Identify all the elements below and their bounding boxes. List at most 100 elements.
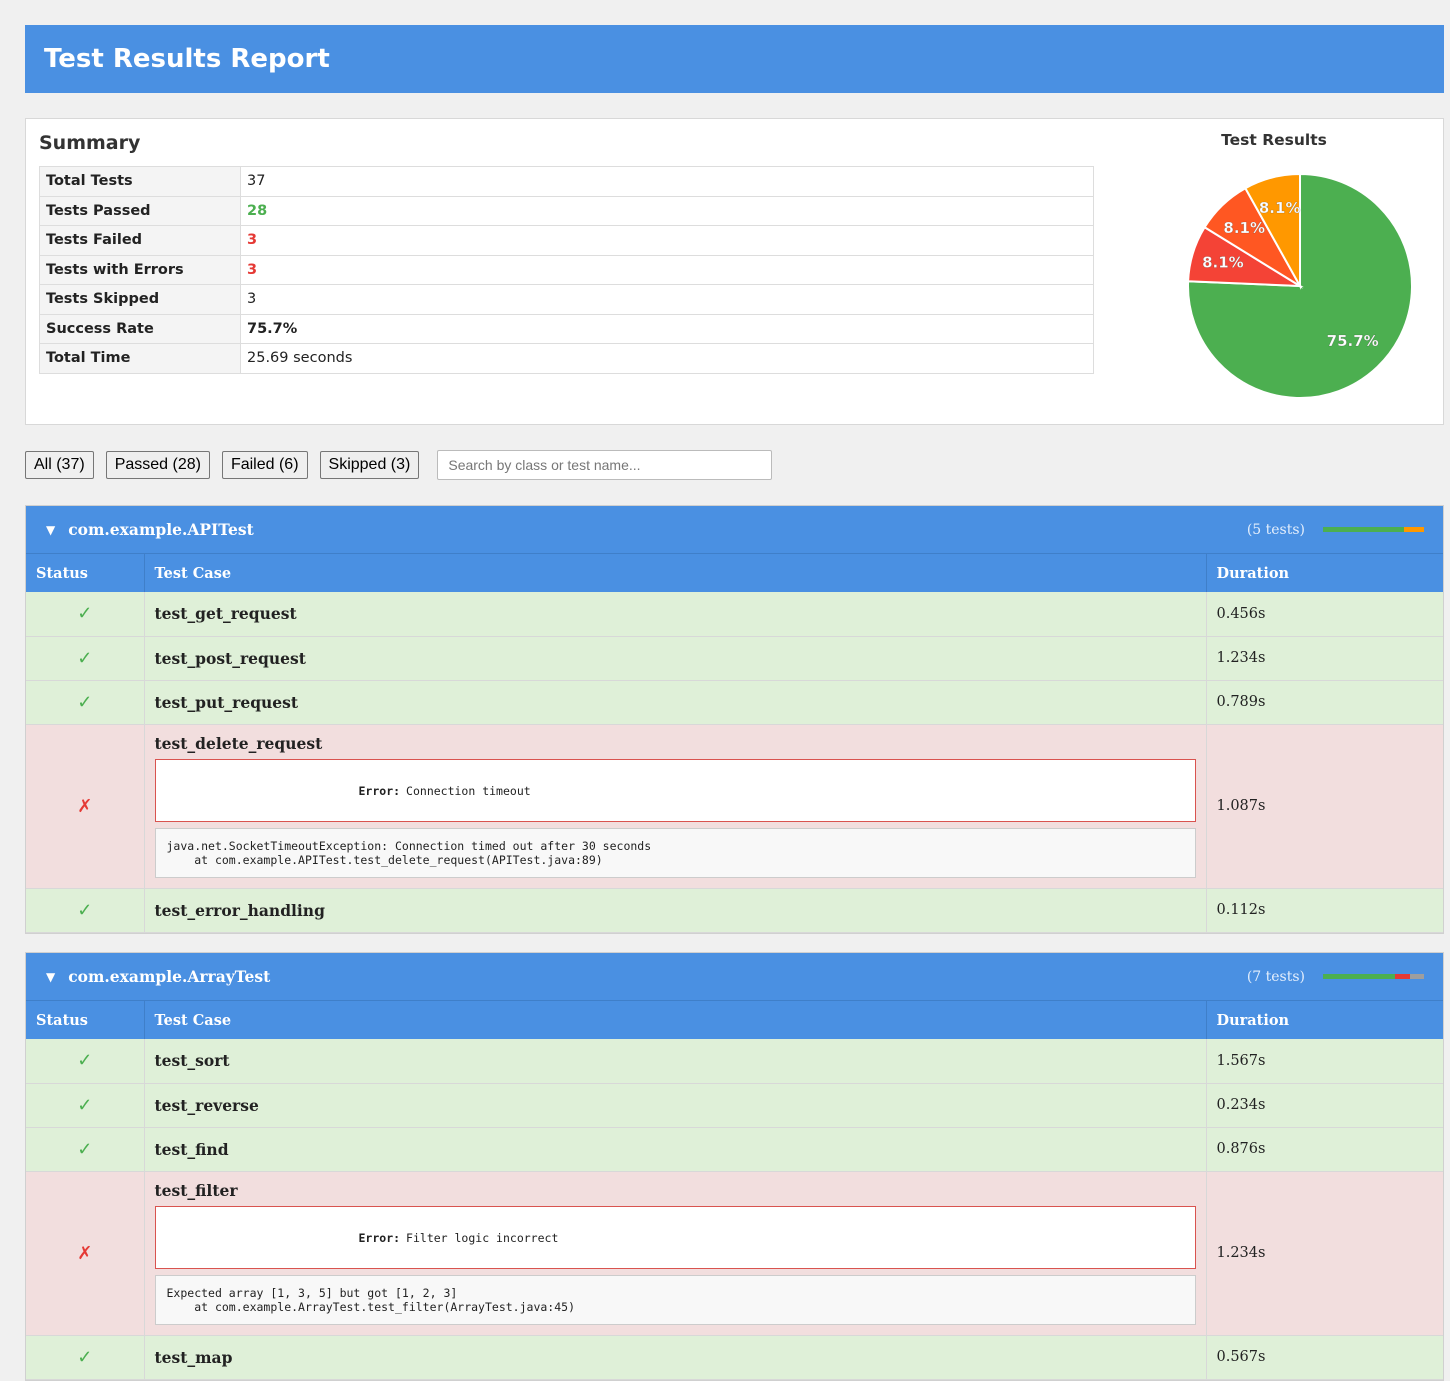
test-name: test_delete_request (154, 734, 323, 753)
progress-segment-pass (1323, 974, 1396, 979)
pie-slice[interactable] (1244, 172, 1301, 290)
filter-all-button[interactable]: All (37) (25, 451, 94, 479)
check-icon: ✓ (77, 1094, 93, 1116)
suite-header[interactable]: ▼ com.example.APITest (5 tests) (26, 506, 1443, 554)
chevron-down-icon[interactable]: ▼ (46, 522, 56, 537)
duration-cell: 1.567s (1206, 1039, 1443, 1084)
check-icon: ✓ (77, 899, 93, 921)
column-status[interactable]: Status (26, 1001, 145, 1039)
summary-value: 28 (240, 195, 1094, 226)
suite-test-count: (5 tests) (1246, 521, 1305, 538)
check-icon: ✓ (77, 647, 93, 669)
column-status[interactable]: Status (26, 554, 145, 592)
error-message: Filter logic incorrect (406, 1230, 559, 1245)
suite-header[interactable]: ▼ com.example.ArrayTest (7 tests) (26, 953, 1443, 1001)
page-title: Test Results Report (44, 44, 330, 74)
suite-test-count: (7 tests) (1246, 968, 1305, 985)
column-test-case[interactable]: Test Case (144, 554, 1207, 592)
stack-trace: Expected array [1, 3, 5] but got [1, 2, … (154, 1275, 1196, 1325)
chart-title: Test Results (1221, 131, 1327, 149)
pie-slice-label: 8.1% (1259, 199, 1301, 217)
table-header-row: Status Test Case Duration (26, 1001, 1443, 1039)
test-suite: ▼ com.example.APITest (5 tests) Status Test … (25, 505, 1444, 934)
test-name-cell: test_filter Error: Filter logic incorrect E… (144, 1171, 1207, 1336)
duration-cell: 0.456s (1206, 592, 1443, 637)
duration-cell: 0.567s (1206, 1335, 1443, 1380)
progress-segment-fail (1395, 974, 1410, 979)
suite-progress-bar (1323, 527, 1424, 532)
check-icon: ✓ (77, 691, 93, 713)
test-name: test_map (144, 1335, 1207, 1380)
summary-label: Tests Skipped (39, 284, 241, 315)
summary-table: Total Tests 37 Tests Passed 28 Tests Fai… (39, 166, 1094, 374)
status-cell: ✓ (26, 1335, 145, 1380)
filter-skipped-button[interactable]: Skipped (3) (319, 451, 420, 479)
check-icon: ✓ (77, 1050, 93, 1072)
error-label: Error: (358, 783, 401, 798)
test-name: test_sort (144, 1039, 1207, 1084)
test-name: test_get_request (144, 592, 1207, 637)
test-name: test_filter (154, 1181, 238, 1200)
status-cell: ✓ (26, 1083, 145, 1128)
status-cell: ✓ (26, 1039, 145, 1084)
error-label: Error: (358, 1230, 401, 1245)
duration-cell: 0.234s (1206, 1083, 1443, 1128)
table-row[interactable]: ✓ test_sort 1.567s (26, 1039, 1443, 1084)
summary-label: Success Rate (39, 313, 241, 344)
summary-panel: Summary Total Tests 37 Tests Passed 28 T… (25, 118, 1444, 425)
filter-bar: All (37) Passed (28) Failed (6) Skipped … (25, 450, 773, 480)
column-duration[interactable]: Duration (1206, 554, 1443, 592)
duration-cell: 1.087s (1206, 724, 1443, 889)
suite-name: com.example.ArrayTest (68, 967, 271, 986)
test-table: Status Test Case Duration ✓ test_get_request… (26, 554, 1443, 933)
summary-label: Tests with Errors (39, 254, 241, 285)
pie-slice-label: 8.1% (1202, 253, 1244, 271)
table-row[interactable]: ✓ test_reverse 0.234s (26, 1083, 1443, 1128)
filter-passed-button[interactable]: Passed (28) (105, 451, 210, 479)
test-name: test_find (144, 1127, 1207, 1172)
summary-row-rate: Success Rate 75.7% (39, 313, 1094, 344)
progress-segment-error (1403, 527, 1424, 532)
progress-segment-skip (1409, 974, 1424, 979)
summary-label: Total Tests (39, 166, 241, 197)
status-cell: ✓ (26, 592, 145, 637)
check-icon: ✓ (77, 603, 93, 625)
report-header: Test Results Report (25, 25, 1444, 93)
summary-row-time: Total Time 25.69 seconds (39, 343, 1094, 374)
summary-label: Total Time (39, 343, 241, 374)
summary-value: 75.7% (240, 313, 1094, 344)
status-cell: ✓ (26, 636, 145, 681)
table-row[interactable]: ✓ test_put_request 0.789s (26, 680, 1443, 725)
table-row[interactable]: ✗ test_delete_request Error: Connection tim… (26, 724, 1443, 889)
stack-trace: java.net.SocketTimeoutException: Connect… (154, 828, 1196, 878)
status-cell: ✓ (26, 680, 145, 725)
table-row[interactable]: ✓ test_error_handling 0.112s (26, 888, 1443, 933)
summary-row-failed: Tests Failed 3 (39, 225, 1094, 256)
status-cell: ✗ (26, 724, 145, 889)
summary-value: 3 (240, 254, 1094, 285)
fail-icon: ✗ (77, 1242, 93, 1264)
summary-title: Summary (39, 132, 141, 154)
chevron-down-icon[interactable]: ▼ (46, 969, 56, 984)
summary-value: 3 (240, 284, 1094, 315)
summary-value: 25.69 seconds (240, 343, 1094, 374)
table-row[interactable]: ✓ test_map 0.567s (26, 1335, 1443, 1380)
table-row[interactable]: ✗ test_filter Error: Filter logic incorrect… (26, 1171, 1443, 1336)
table-row[interactable]: ✓ test_post_request 1.234s (26, 636, 1443, 681)
filter-failed-button[interactable]: Failed (6) (221, 451, 308, 479)
summary-label: Tests Passed (39, 195, 241, 226)
suite-name: com.example.APITest (68, 520, 254, 539)
fail-icon: ✗ (77, 795, 93, 817)
table-row[interactable]: ✓ test_find 0.876s (26, 1127, 1443, 1172)
summary-row-errors: Tests with Errors 3 (39, 254, 1094, 285)
duration-cell: 0.789s (1206, 680, 1443, 725)
test-name: test_post_request (144, 636, 1207, 681)
search-input[interactable] (437, 450, 773, 480)
summary-row-passed: Tests Passed 28 (39, 195, 1094, 226)
column-duration[interactable]: Duration (1206, 1001, 1443, 1039)
table-row[interactable]: ✓ test_get_request 0.456s (26, 592, 1443, 637)
test-suite: ▼ com.example.ArrayTest (7 tests) Status Tes… (25, 952, 1444, 1381)
status-cell: ✓ (26, 888, 145, 933)
column-test-case[interactable]: Test Case (144, 1001, 1207, 1039)
test-name: test_reverse (144, 1083, 1207, 1128)
